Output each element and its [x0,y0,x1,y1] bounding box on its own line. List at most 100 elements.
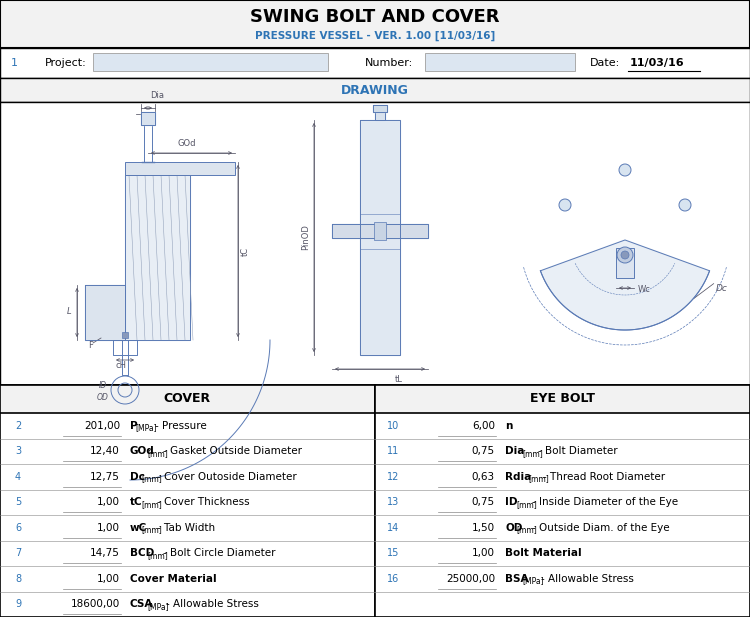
Text: [mm]: [mm] [517,525,537,534]
Text: 0,75: 0,75 [472,497,495,507]
Text: tC: tC [130,497,142,507]
Text: PRESSURE VESSEL - VER. 1.00 [11/03/16]: PRESSURE VESSEL - VER. 1.00 [11/03/16] [255,31,495,41]
Text: SWING BOLT AND COVER: SWING BOLT AND COVER [251,8,500,26]
Text: 7: 7 [15,549,21,558]
Polygon shape [332,224,428,238]
Text: - Tab Width: - Tab Width [157,523,215,532]
Text: L: L [67,307,71,317]
Text: wC: wC [130,523,147,532]
Text: 12,40: 12,40 [90,446,120,456]
Text: 5: 5 [15,497,21,507]
Bar [93,53,328,71]
Polygon shape [360,120,400,355]
Bar [616,248,634,278]
Text: Dc: Dc [716,284,728,293]
Text: - Cover Outoside Diameter: - Cover Outoside Diameter [157,472,296,482]
Text: - Cover Thickness: - Cover Thickness [157,497,250,507]
Text: COVER: COVER [164,392,211,405]
Text: 9: 9 [15,599,21,609]
Polygon shape [541,240,710,330]
Text: tL: tL [395,375,403,384]
Text: 4: 4 [15,472,21,482]
Circle shape [617,247,633,263]
Text: cH: cH [115,360,126,370]
Text: - Thread Root Diameter: - Thread Root Diameter [544,472,665,482]
Text: - Allowable Stress: - Allowable Stress [542,574,634,584]
Polygon shape [141,112,155,125]
Text: 12: 12 [387,472,399,482]
Text: n: n [505,421,512,431]
Bar [125,162,235,175]
Text: 8: 8 [15,574,21,584]
Polygon shape [375,110,385,120]
Text: OD: OD [505,523,522,532]
Text: [mm]: [mm] [517,500,537,509]
Text: Date:: Date: [590,58,620,68]
Text: 12,75: 12,75 [90,472,120,482]
Text: [mm]: [mm] [523,449,543,458]
Bar [0,78,750,102]
Text: Number:: Number: [365,58,413,68]
Text: F: F [88,341,93,349]
Text: 13: 13 [387,497,399,507]
Text: [mm]: [mm] [528,474,549,483]
Text: ID: ID [99,381,107,389]
Text: DRAWING: DRAWING [341,83,409,96]
Bar [0,102,750,385]
Circle shape [679,199,691,211]
Text: OD: OD [97,394,109,402]
Bar [0,385,375,413]
Text: 16: 16 [387,574,399,584]
Text: [mm]: [mm] [142,525,162,534]
Text: 6,00: 6,00 [472,421,495,431]
Bar [375,385,750,413]
Text: [MPa]: [MPa] [523,576,544,586]
Text: 10: 10 [387,421,399,431]
Bar [0,0,750,48]
Text: - Bolt Circle Diameter: - Bolt Circle Diameter [163,549,275,558]
Text: GOd: GOd [130,446,154,456]
Text: - Pressure: - Pressure [154,421,206,431]
Text: Dc: Dc [130,472,145,482]
Text: - Allowable Stress: - Allowable Stress [166,599,260,609]
Text: [mm]: [mm] [142,474,162,483]
Polygon shape [125,175,190,340]
Text: GOd: GOd [177,139,196,149]
Text: PinOD: PinOD [302,224,310,250]
Text: 15: 15 [387,549,399,558]
Circle shape [619,164,631,176]
Bar [425,53,575,71]
Text: 14,75: 14,75 [90,549,120,558]
Text: EYE BOLT: EYE BOLT [530,392,595,405]
Circle shape [559,199,571,211]
Text: 11: 11 [387,446,399,456]
Text: 11/03/16: 11/03/16 [630,58,685,68]
Text: 14: 14 [387,523,399,532]
Text: Dia: Dia [150,91,164,101]
Text: Bolt Material: Bolt Material [505,549,582,558]
Text: Cover Material: Cover Material [130,574,217,584]
Text: 25000,00: 25000,00 [446,574,495,584]
Text: - Gasket Outside Diameter: - Gasket Outside Diameter [163,446,302,456]
Text: Dia: Dia [505,446,524,456]
Text: 3: 3 [15,446,21,456]
Text: P: P [130,421,138,431]
Bar [0,385,375,617]
Text: - Bolt Diameter: - Bolt Diameter [538,446,617,456]
Text: BCD: BCD [130,549,154,558]
Polygon shape [373,105,387,112]
Text: 1,00: 1,00 [472,549,495,558]
Text: 201,00: 201,00 [84,421,120,431]
Polygon shape [85,285,125,340]
Text: [MPa]: [MPa] [148,602,169,611]
Text: 1,00: 1,00 [97,497,120,507]
Bar [375,385,750,617]
Text: Wc: Wc [638,286,651,294]
Text: 1,00: 1,00 [97,574,120,584]
Text: tC: tC [241,246,250,255]
Bar [374,222,386,240]
Text: 2: 2 [15,421,21,431]
Bar [0,48,750,78]
Text: [mm]: [mm] [148,551,168,560]
Text: 1,50: 1,50 [472,523,495,532]
